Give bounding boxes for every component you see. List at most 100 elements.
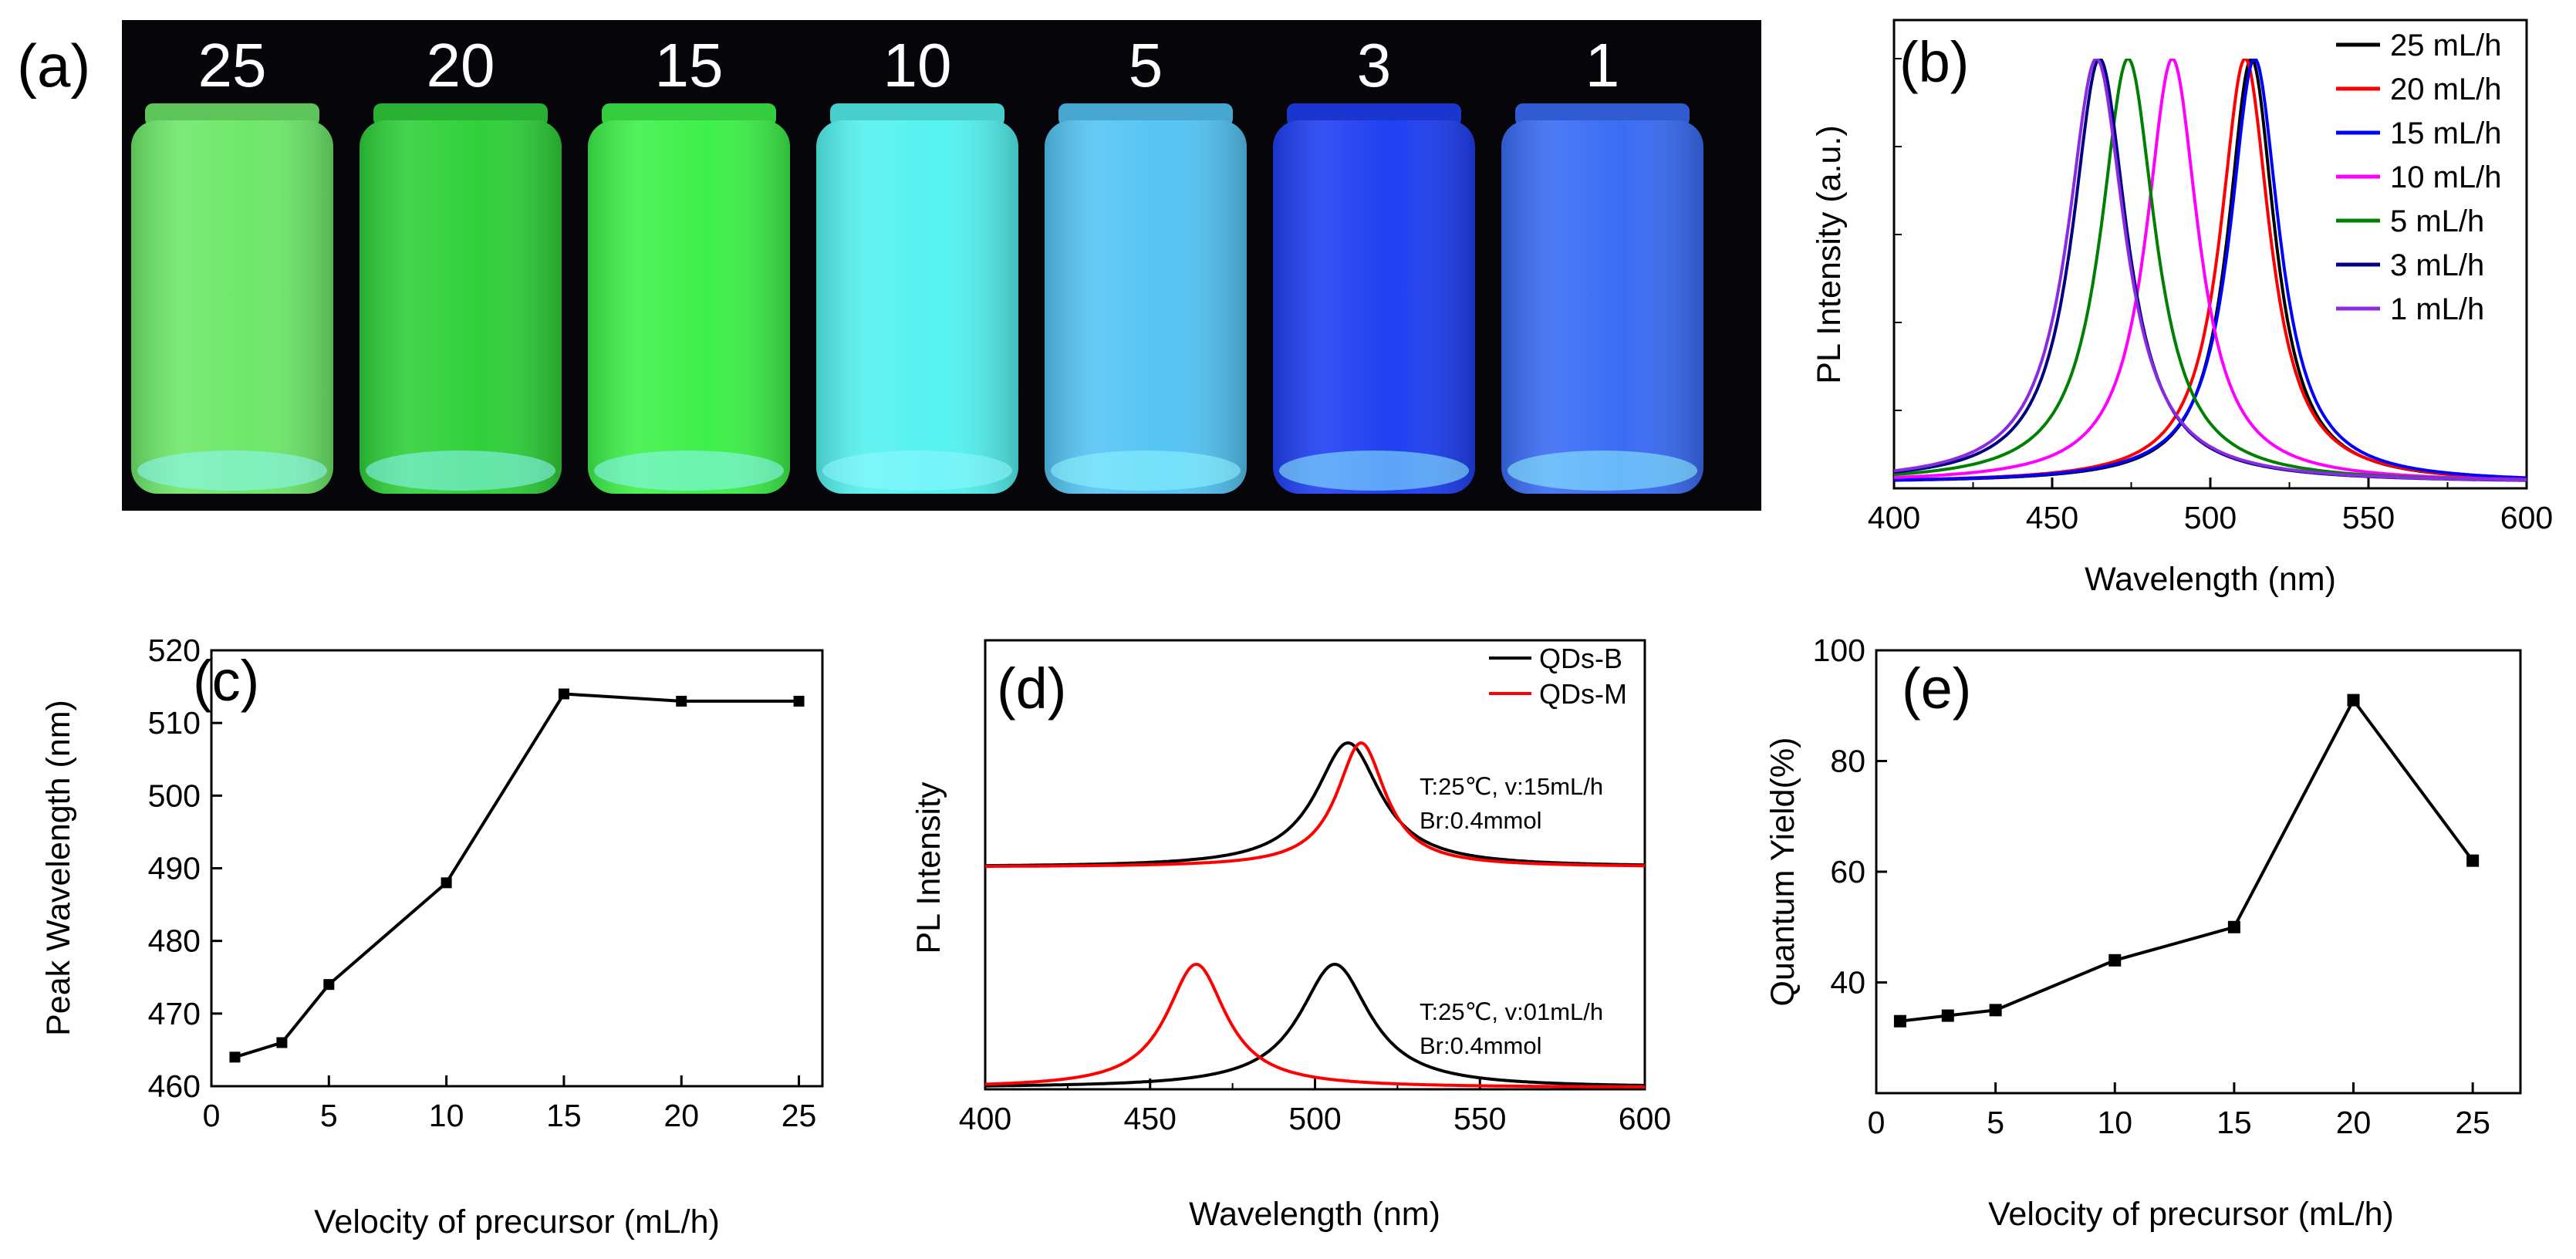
vial-label: 15 bbox=[655, 31, 724, 100]
vial-25: 25 bbox=[131, 31, 333, 494]
vial-bottom-glow bbox=[1051, 451, 1241, 491]
data-point bbox=[676, 695, 687, 707]
panel-a-label: (a) bbox=[17, 32, 90, 100]
plot-frame-e bbox=[1875, 649, 2522, 1095]
vial-shading bbox=[588, 120, 790, 494]
data-point bbox=[323, 979, 335, 991]
y-tick-label: 510 bbox=[148, 705, 201, 741]
legend-label: 15 mL/h bbox=[2390, 116, 2502, 150]
x-tick-label: 500 bbox=[2184, 500, 2237, 535]
y-tick-label: 500 bbox=[148, 778, 201, 813]
data-point bbox=[2347, 694, 2360, 707]
legend-d: QDs-B QDs-M bbox=[1489, 643, 1627, 710]
x-tick-label: 600 bbox=[2500, 500, 2553, 535]
series-group-d bbox=[985, 741, 1645, 1089]
vial-label: 10 bbox=[883, 31, 952, 100]
x-axis-label-e: Velocity of precursor (mL/h) bbox=[1988, 1196, 2394, 1233]
panel-b-label: (b) bbox=[1899, 30, 1969, 94]
panel-d: (d) 400 450 500 550 600 QDs-B QDs-M T:25℃, v:… bbox=[910, 639, 1671, 1233]
y-tick-label: 520 bbox=[148, 633, 201, 668]
vial-20: 20 bbox=[360, 31, 562, 494]
legend-label: 10 mL/h bbox=[2390, 160, 2502, 194]
series-line-QDs-B bbox=[985, 962, 1645, 1088]
y-tick-label: 60 bbox=[1830, 854, 1865, 889]
legend-label: 5 mL/h bbox=[2390, 204, 2484, 238]
vial-bottom-glow bbox=[1279, 451, 1469, 491]
x-tick-label: 5 bbox=[1987, 1105, 2004, 1140]
x-tick-label: 20 bbox=[2336, 1105, 2372, 1140]
panel-e: (e) 0 5 10 15 20 25 40 60 80 100 Velocity of prec… bbox=[1764, 633, 2522, 1233]
panel-c-label: (c) bbox=[193, 649, 259, 713]
data-point bbox=[1989, 1004, 2002, 1017]
x-tick-label: 0 bbox=[203, 1098, 221, 1133]
x-tick-label: 10 bbox=[2097, 1105, 2132, 1140]
vial-5: 5 bbox=[1045, 31, 1247, 494]
vial-shading bbox=[360, 120, 562, 494]
y-tick-label: 460 bbox=[148, 1068, 201, 1104]
vial-shading bbox=[131, 120, 333, 494]
data-point bbox=[441, 877, 452, 889]
data-point bbox=[1941, 1009, 1954, 1022]
legend-b: 25 mL/h 20 mL/h 15 mL/h 10 mL/h 5 mL/h 3 mL/h… bbox=[2336, 29, 2502, 326]
vial-label: 25 bbox=[198, 31, 267, 100]
annotations-d: T:25℃, v:15mL/h Br:0.4mmol T:25℃, v:01mL/h… bbox=[1420, 773, 1603, 1059]
vial-bottom-glow bbox=[594, 451, 784, 491]
x-tick-label: 550 bbox=[2342, 500, 2395, 535]
y-axis-label-e: Quantum Yield(%) bbox=[1764, 738, 1801, 1007]
vial-bottom-glow bbox=[137, 451, 327, 491]
x-tick-label: 450 bbox=[2026, 500, 2078, 535]
panel-d-label: (d) bbox=[997, 657, 1066, 721]
series-line bbox=[234, 692, 799, 1059]
legend-label: QDs-B bbox=[1539, 643, 1622, 674]
panel-a: (a) 25 20 15 10 5 3 1 bbox=[17, 20, 1761, 511]
panel-b: (b) 400 450 500 550 600 25 mL/h 20 mL/h 15 mL/… bbox=[1811, 19, 2553, 598]
vial-label: 1 bbox=[1585, 31, 1620, 100]
vial-10: 10 bbox=[816, 31, 1018, 494]
data-point bbox=[2108, 954, 2122, 967]
vial-shading bbox=[1045, 120, 1247, 494]
x-tick-label: 20 bbox=[663, 1098, 699, 1133]
annotation-text: Br:0.4mmol bbox=[1420, 807, 1541, 834]
y-axis-label-d: PL Intensity bbox=[910, 781, 947, 954]
vial-15: 15 bbox=[588, 31, 790, 494]
data-point bbox=[276, 1037, 288, 1048]
legend-label: QDs-M bbox=[1539, 678, 1627, 710]
x-tick-label: 15 bbox=[546, 1098, 582, 1133]
series-group-c bbox=[229, 688, 805, 1063]
x-axis-label-d: Wavelength (nm) bbox=[1189, 1196, 1440, 1233]
x-tick-label: 400 bbox=[959, 1101, 1011, 1136]
series-group-b bbox=[1894, 59, 2527, 482]
vial-shading bbox=[1273, 120, 1475, 494]
series-line-QDs-M bbox=[985, 962, 1645, 1089]
series-line-QDs-M bbox=[985, 741, 1645, 868]
y-tick-label: 490 bbox=[148, 851, 201, 886]
x-tick-label: 400 bbox=[1868, 500, 1920, 535]
vial-bottom-glow bbox=[366, 451, 555, 491]
vial-bottom-glow bbox=[822, 451, 1012, 491]
series-line-15-mL/h bbox=[1894, 59, 2527, 482]
x-tick-label: 25 bbox=[782, 1098, 817, 1133]
vial-bottom-glow bbox=[1507, 451, 1697, 491]
y-axis-label-b: PL Intensity (a.u.) bbox=[1811, 125, 1848, 383]
y-tick-label: 80 bbox=[1830, 744, 1865, 779]
annotation-text: T:25℃, v:15mL/h bbox=[1420, 773, 1603, 800]
data-point bbox=[2466, 854, 2480, 867]
x-axis-label-b: Wavelength (nm) bbox=[2085, 561, 2336, 598]
data-point bbox=[229, 1051, 241, 1063]
y-tick-label: 470 bbox=[148, 996, 201, 1031]
annotation-text: Br:0.4mmol bbox=[1420, 1032, 1541, 1059]
x-tick-label: 0 bbox=[1868, 1105, 1886, 1140]
x-axis-label-c: Velocity of precursor (mL/h) bbox=[314, 1203, 720, 1240]
legend-label: 1 mL/h bbox=[2390, 292, 2484, 326]
y-tick-label: 480 bbox=[148, 923, 201, 959]
panel-e-label: (e) bbox=[1902, 657, 1971, 721]
plot-frame-c bbox=[210, 649, 824, 1088]
vial-label: 3 bbox=[1357, 31, 1392, 100]
x-axis-d: 400 450 500 550 600 bbox=[959, 1078, 1671, 1136]
x-tick-label: 5 bbox=[320, 1098, 338, 1133]
x-tick-label: 600 bbox=[1619, 1101, 1671, 1136]
series-group-e bbox=[1893, 694, 2480, 1028]
data-point bbox=[558, 688, 569, 700]
annotation-text: T:25℃, v:01mL/h bbox=[1420, 998, 1603, 1025]
